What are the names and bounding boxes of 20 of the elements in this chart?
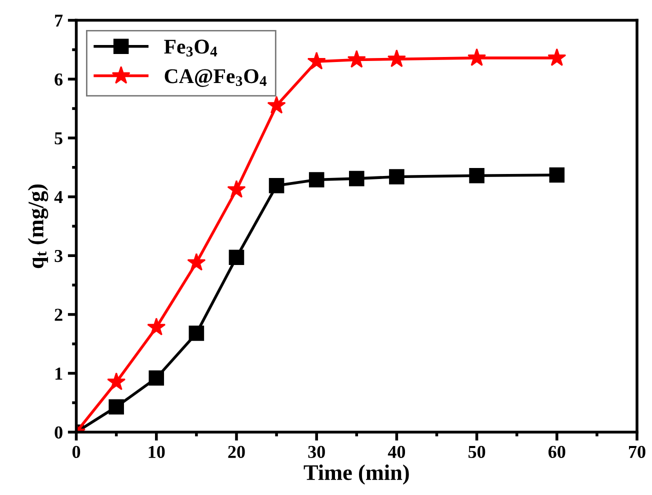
x-tick-label: 30 (308, 446, 325, 458)
y-tick-label: 2 (54, 308, 62, 321)
y-tick-label: 5 (54, 132, 62, 144)
y-tick-label: 0 (54, 426, 62, 439)
y-tick-label: 4 (54, 191, 63, 204)
x-tick-label: 0 (72, 446, 80, 458)
x-tick-label: 10 (148, 446, 165, 458)
y-axis-title: q$_{t}$ (mg/g) (28, 184, 48, 268)
y-tick-label: 7 (55, 14, 63, 27)
y-tick-label: 3 (54, 250, 62, 262)
legend-label: CA@Fe$_{3}$O$_{4}$ (164, 69, 267, 87)
x-tick-label: 50 (468, 446, 486, 458)
x-axis-title: Time (min) (304, 464, 409, 485)
y-tick-label: 6 (54, 73, 63, 86)
y-tick-label: 1 (56, 368, 62, 380)
x-tick-label: 20 (228, 446, 245, 458)
x-tick-label: 60 (548, 446, 566, 458)
x-tick-label: 40 (388, 446, 406, 458)
x-tick-label: 70 (629, 446, 646, 458)
legend-label: Fe$_{3}$O$_{4}$ (164, 40, 218, 56)
